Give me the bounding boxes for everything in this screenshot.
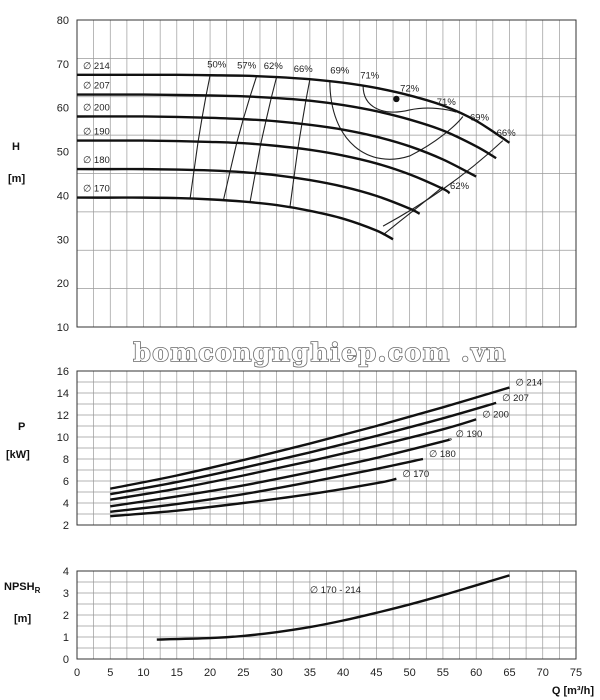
p-axis-label: P	[18, 421, 25, 433]
series-label: ∅ 180	[429, 449, 456, 460]
efficiency-label: 66%	[497, 128, 517, 139]
series-line-1-2	[110, 418, 477, 501]
series-line-2-0	[156, 574, 510, 641]
x-tick-label: 75	[570, 667, 582, 679]
plot-frame-0	[76, 19, 577, 328]
y-tick-label: 60	[57, 103, 69, 115]
npsh-axis-label: NPSHR	[4, 581, 41, 595]
series-label: ∅ 214	[515, 378, 542, 389]
iso-efficiency-line	[329, 80, 464, 160]
efficiency-curves	[189, 75, 504, 236]
iso-efficiency-line	[222, 76, 258, 201]
series-label: ∅ 180	[83, 155, 110, 166]
iso-efficiency-line	[289, 79, 311, 208]
y-tick-label: 40	[57, 190, 69, 202]
x-tick-label: 15	[171, 667, 183, 679]
efficiency-label: 69%	[330, 66, 350, 77]
efficiency-label: 62%	[264, 61, 284, 72]
efficiency-label: 57%	[237, 61, 257, 72]
y-tick-label: 6	[63, 476, 69, 488]
y-tick-label: 10	[57, 432, 69, 444]
x-tick-label: 25	[237, 667, 249, 679]
npsh-axis-label-main: NPSH	[4, 581, 35, 593]
series-line-1-5	[110, 477, 397, 518]
y-tick-label: 20	[57, 278, 69, 290]
series-line-1-0	[110, 386, 510, 490]
x-tick-label: 10	[137, 667, 149, 679]
x-tick-label: 55	[437, 667, 449, 679]
iso-efficiency-line	[189, 75, 211, 199]
y-tick-label: 70	[57, 59, 69, 71]
series-label: ∅ 190	[83, 127, 110, 138]
series-label: ∅ 200	[482, 409, 509, 420]
series-label: ∅ 170	[402, 469, 429, 480]
series-label: ∅ 214	[83, 61, 110, 72]
best-efficiency-point	[393, 95, 400, 103]
efficiency-label: 72%	[400, 83, 420, 94]
x-tick-label: 50	[404, 667, 416, 679]
series-line-0-2	[76, 115, 477, 178]
efficiency-label: 50%	[207, 59, 227, 70]
series-line-0-3	[76, 139, 451, 195]
series-label: ∅ 200	[83, 102, 110, 113]
y-tick-label: 14	[57, 388, 69, 400]
efficiency-label: 71%	[360, 70, 380, 81]
efficiency-label: 71%	[437, 97, 457, 108]
x-tick-label: 30	[270, 667, 282, 679]
y-tick-label: 4	[63, 566, 69, 578]
iso-efficiency-line	[249, 76, 278, 203]
iso-efficiency-line	[382, 186, 444, 236]
series-label: ∅ 190	[456, 429, 483, 440]
y-tick-label: 30	[57, 234, 69, 246]
series-line-0-1	[76, 93, 497, 160]
series-label: ∅ 207	[502, 393, 529, 404]
p-axis-unit: [kW]	[6, 449, 30, 461]
y-tick-label: 8	[63, 454, 69, 466]
series-line-1-3	[110, 438, 452, 508]
y-tick-label: 16	[57, 366, 69, 378]
efficiency-label: 62%	[450, 181, 470, 192]
series-line-0-0	[76, 73, 511, 144]
series-label: ∅ 170 - 214	[310, 585, 361, 596]
y-tick-label: 2	[63, 520, 69, 532]
y-tick-label: 4	[63, 498, 69, 510]
x-tick-label: 45	[370, 667, 382, 679]
series-line-0-4	[76, 167, 421, 215]
x-tick-label: 70	[537, 667, 549, 679]
x-axis-label: Q [m³/h]	[552, 685, 594, 697]
y-tick-label: 80	[57, 15, 69, 27]
h-axis-unit: [m]	[8, 173, 25, 185]
series-line-1-1	[110, 401, 497, 496]
iso-efficiency-line	[362, 85, 457, 113]
y-tick-label: 1	[63, 632, 69, 644]
series-label: ∅ 207	[83, 81, 110, 92]
x-tick-label: 65	[503, 667, 515, 679]
series-label: ∅ 170	[83, 184, 110, 195]
h-axis-label: H	[12, 141, 20, 153]
y-tick-label: 0	[63, 654, 69, 666]
x-tick-label: 20	[204, 667, 216, 679]
x-tick-label: 60	[470, 667, 482, 679]
efficiency-label: 69%	[470, 112, 490, 123]
y-tick-label: 10	[57, 322, 69, 334]
x-tick-label: 40	[337, 667, 349, 679]
y-tick-label: 12	[57, 410, 69, 422]
watermark-text: bomcongnghiep.com .vn	[133, 338, 507, 367]
efficiency-label: 66%	[294, 64, 314, 75]
x-tick-label: 0	[74, 667, 80, 679]
npsh-axis-label-sub: R	[35, 586, 41, 595]
y-tick-label: 50	[57, 147, 69, 159]
plot-frame-2	[76, 570, 577, 660]
x-tick-label: 5	[107, 667, 113, 679]
npsh-axis-unit: [m]	[14, 613, 31, 625]
x-tick-label: 35	[304, 667, 316, 679]
y-tick-label: 2	[63, 610, 69, 622]
plot-frame-1	[76, 370, 577, 526]
series-line-1-4	[110, 457, 424, 513]
y-tick-label: 3	[63, 588, 69, 600]
series-line-0-5	[76, 196, 394, 241]
